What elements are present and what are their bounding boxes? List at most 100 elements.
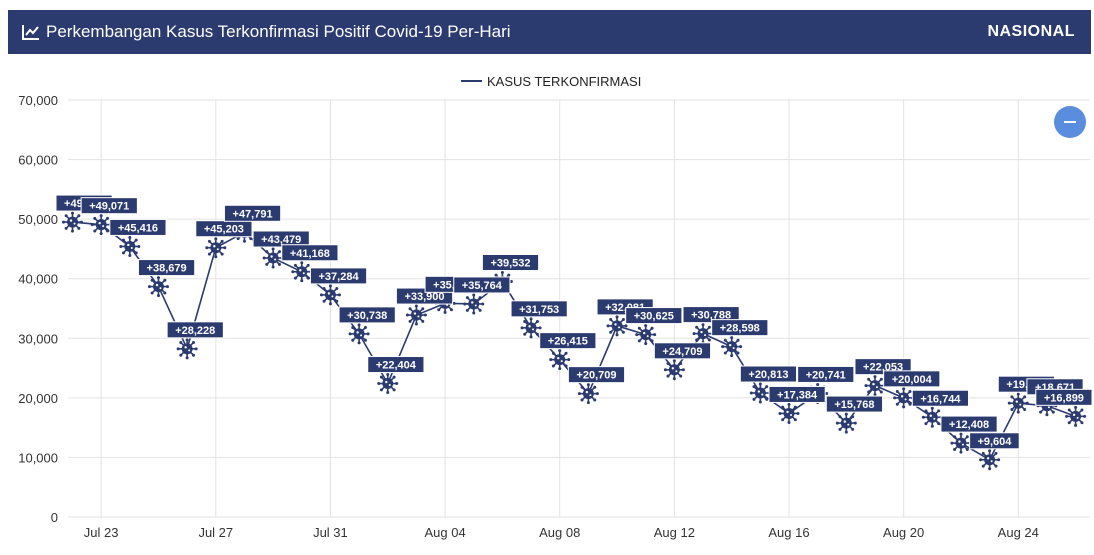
data-label: +45,416	[109, 218, 167, 236]
data-label-text: +30,625	[634, 311, 674, 323]
data-label: +37,284	[309, 267, 368, 285]
x-tick-label: Jul 27	[198, 525, 233, 540]
data-label: +38,679	[137, 259, 196, 277]
scope-label: NASIONAL	[987, 23, 1075, 40]
data-label-text: +38,679	[147, 263, 187, 275]
data-label: +9,604	[969, 432, 1020, 450]
x-tick-label: Aug 16	[768, 525, 809, 540]
data-label-text: +39,532	[490, 258, 530, 270]
data-label-text: +12,408	[949, 419, 989, 431]
data-label: +22,404	[367, 356, 425, 374]
data-label: +31,753	[510, 300, 568, 318]
virus-icon[interactable]	[721, 336, 743, 358]
virus-icon[interactable]	[577, 383, 599, 405]
data-label-text: +20,709	[576, 370, 616, 382]
y-tick-label: 40,000	[18, 272, 58, 287]
virus-icon[interactable]	[405, 304, 427, 326]
legend-label: KASUS TERKONFIRMASI	[487, 74, 641, 89]
data-label-text: +22,404	[376, 360, 417, 372]
x-tick-label: Jul 23	[84, 525, 119, 540]
zoom-out-button[interactable]	[1054, 106, 1086, 138]
data-label: +20,741	[797, 365, 855, 383]
virus-icon[interactable]	[291, 261, 313, 283]
data-label-text: +37,284	[319, 271, 360, 283]
virus-icon[interactable]	[377, 373, 399, 395]
data-label: +30,738	[338, 306, 396, 324]
data-label: +28,228	[166, 321, 224, 339]
minus-icon	[1064, 121, 1076, 123]
virus-icon[interactable]	[520, 317, 542, 339]
data-label: +43,479	[252, 230, 310, 248]
virus-icon[interactable]	[319, 284, 341, 306]
virus-icon[interactable]	[692, 323, 714, 345]
virus-icon[interactable]	[921, 406, 943, 428]
data-label-text: +24,709	[662, 346, 702, 358]
y-tick-label: 70,000	[18, 93, 58, 108]
x-tick-label: Aug 04	[424, 525, 465, 540]
virus-icon[interactable]	[979, 449, 1001, 471]
data-label-text: +9,604	[977, 436, 1012, 448]
y-tick-label: 50,000	[18, 212, 58, 227]
virus-icon[interactable]	[663, 359, 685, 381]
data-label: +17,384	[768, 385, 826, 403]
data-label-text: +30,788	[691, 310, 731, 322]
virus-icon[interactable]	[348, 323, 370, 345]
virus-icon[interactable]	[463, 293, 485, 315]
virus-icon[interactable]	[90, 214, 112, 236]
virus-icon[interactable]	[62, 211, 83, 233]
virus-icon[interactable]	[778, 402, 800, 424]
y-tick-label: 20,000	[18, 391, 58, 406]
x-tick-label: Aug 24	[998, 525, 1039, 540]
virus-icon[interactable]	[119, 235, 141, 257]
virus-icon[interactable]	[864, 375, 886, 397]
virus-icon[interactable]	[835, 412, 857, 434]
virus-icon[interactable]	[262, 247, 284, 269]
data-label-text: +28,228	[175, 325, 215, 337]
data-label-text: +43,479	[261, 234, 301, 246]
data-label: +20,004	[883, 370, 941, 388]
data-label-text: +49,071	[89, 201, 129, 213]
y-tick-label: 60,000	[18, 153, 58, 168]
data-label: +30,625	[625, 307, 683, 325]
y-tick-label: 10,000	[18, 450, 58, 465]
y-tick-label: 30,000	[18, 331, 58, 346]
virus-icon[interactable]	[893, 387, 915, 409]
virus-icon[interactable]	[549, 349, 571, 371]
data-label-text: +47,791	[233, 208, 273, 220]
data-label-text: +28,598	[720, 323, 760, 335]
virus-icon[interactable]	[749, 382, 771, 404]
data-label: +49,071	[80, 197, 138, 215]
data-label-text: +20,813	[748, 369, 788, 381]
virus-icon[interactable]	[176, 338, 198, 360]
virus-icon[interactable]	[950, 432, 972, 454]
data-label-text: +16,744	[920, 393, 961, 405]
data-label: +35,764	[453, 276, 511, 294]
data-label: +30,788	[682, 306, 740, 324]
data-label: +45,203	[195, 220, 253, 238]
x-tick-label: Aug 20	[883, 525, 924, 540]
data-label: +16,744	[911, 389, 969, 407]
x-tick-label: Aug 12	[654, 525, 695, 540]
virus-icon[interactable]	[147, 276, 169, 298]
virus-icon[interactable]	[1065, 405, 1087, 427]
data-label: +20,709	[567, 366, 626, 384]
y-tick-label: 0	[51, 510, 58, 525]
line-chart-icon	[22, 25, 39, 40]
legend: KASUS TERKONFIRMASI	[461, 74, 641, 89]
data-label-text: +26,415	[548, 336, 588, 348]
data-label: +20,813	[739, 365, 798, 383]
x-tick-label: Aug 08	[539, 525, 580, 540]
data-label-text: +31,753	[519, 304, 559, 316]
virus-icon[interactable]	[606, 315, 628, 337]
data-label: +16,899	[1035, 388, 1093, 406]
data-label-text: +30,738	[347, 310, 387, 322]
data-label: +24,709	[653, 342, 712, 360]
data-label: +47,791	[223, 204, 282, 222]
virus-icon[interactable]	[1007, 392, 1029, 414]
data-label: +39,532	[481, 254, 540, 272]
virus-icon[interactable]	[205, 237, 227, 259]
data-label-text: +20,741	[806, 369, 846, 381]
data-label: +41,168	[281, 244, 339, 262]
virus-icon[interactable]	[635, 324, 657, 346]
